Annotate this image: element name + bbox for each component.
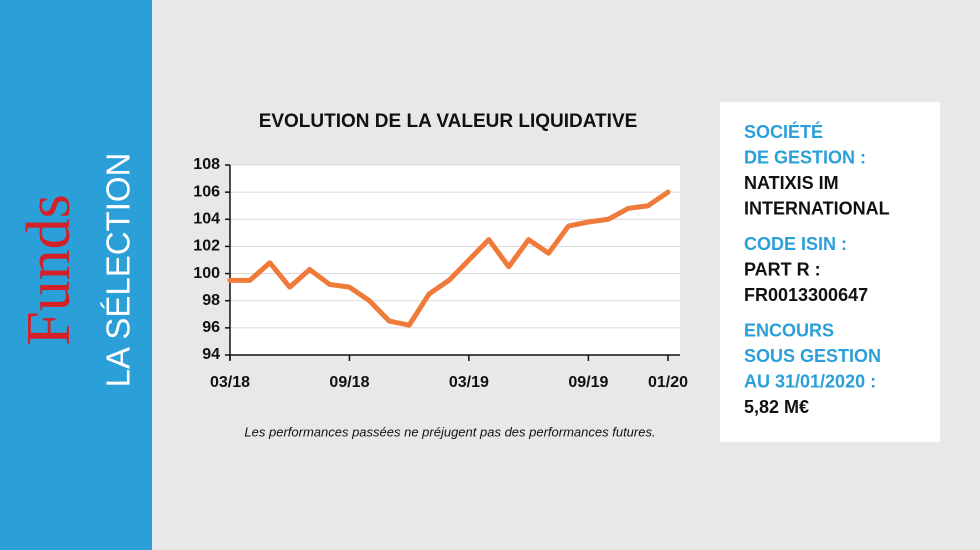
x-tick-label: 03/19 [449,374,489,391]
x-tick-label: 09/19 [568,374,608,391]
x-tick-label: 01/20 [648,374,688,391]
info-heading: CODE ISIN : [744,234,847,254]
x-tick-label: 03/18 [210,374,250,391]
x-tick-label: 09/18 [329,374,369,391]
plot-area [230,165,680,355]
info-heading: AU 31/01/2020 : [744,371,876,391]
sidebar [0,0,152,550]
info-value: FR0013300647 [744,285,868,305]
y-tick-label: 94 [202,346,220,363]
footnote: Les performances passées ne préjugent pa… [244,424,655,439]
info-heading: SOUS GESTION [744,346,881,366]
info-value: INTERNATIONAL [744,198,890,218]
y-tick-label: 104 [193,211,220,228]
info-box [720,102,940,442]
y-tick-label: 106 [193,183,220,200]
info-value: PART R : [744,259,821,279]
data-line [227,189,671,328]
info-heading: DE GESTION : [744,147,866,167]
info-value: NATIXIS IM [744,173,839,193]
info-value: 5,82 M€ [744,397,809,417]
brand: Funds [15,194,83,346]
sidebar-subtitle: LA SÉLECTION [100,153,137,388]
chart-title: EVOLUTION DE LA VALEUR LIQUIDATIVE [259,111,638,132]
info-heading: ENCOURS [744,320,834,340]
y-tick-label: 102 [193,238,220,255]
info-heading: SOCIÉTÉ [744,121,823,142]
y-tick-label: 98 [202,292,220,309]
y-tick-label: 108 [193,156,220,173]
y-tick-label: 100 [193,265,220,282]
y-tick-label: 96 [202,319,220,336]
